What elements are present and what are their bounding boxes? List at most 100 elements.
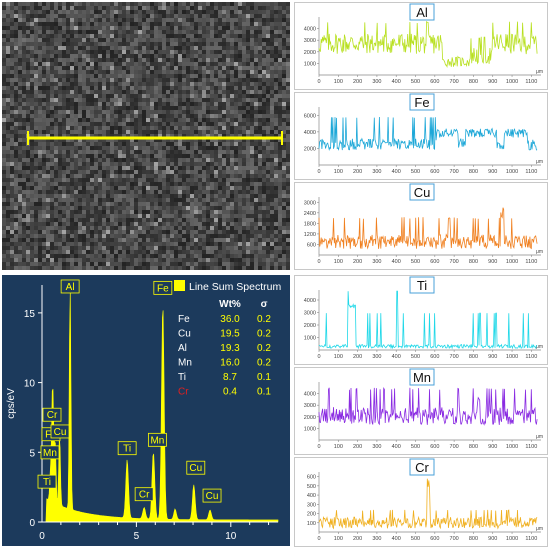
legend-swatch	[174, 280, 185, 291]
y-tick-label: 10	[24, 379, 36, 390]
profile-panel-ti: 1000 2000 3000 4000 0 100 200 300 400 500 600 700 80…	[294, 275, 548, 365]
profile-x-tick-label: 400	[392, 354, 401, 360]
profile-x-tick-label: 500	[411, 444, 420, 450]
sem-micrograph	[2, 2, 290, 270]
table-element: Ti	[178, 372, 186, 383]
table-sigma-value: 0.2	[257, 358, 271, 369]
profile-x-tick-label: 1000	[506, 79, 518, 85]
peak-label-box	[202, 488, 222, 503]
table-sigma-value: 0.1	[257, 387, 271, 398]
profile-x-tick-label: 100	[334, 259, 343, 265]
y-tick-label: 0	[29, 518, 35, 529]
profile-x-tick-label: 1100	[525, 536, 537, 542]
profile-x-tick-label: 1100	[525, 444, 537, 450]
profile-x-tick-label: 400	[392, 79, 401, 85]
y-tick-label: 5	[29, 448, 35, 459]
profile-x-tick-label: 1000	[506, 536, 518, 542]
profile-panel-cu: 600 1200 1800 2400 3000 0 100 200 300 400 500 600 70…	[294, 182, 548, 270]
profile-x-tick-label: 300	[372, 79, 381, 85]
peak-label: Cr	[139, 490, 150, 501]
profile-x-tick-label: 0	[317, 354, 320, 360]
peak-label-box	[60, 279, 80, 294]
profile-x-tick-label: 100	[334, 354, 343, 360]
profile-x-tick-label: 500	[411, 169, 420, 175]
profile-y-tick-label: 3000	[304, 311, 316, 317]
profile-x-unit: μm	[536, 159, 543, 165]
table-element: Al	[178, 343, 187, 354]
profile-x-tick-label: 600	[430, 444, 439, 450]
peak-label: Ti	[123, 444, 131, 455]
peak-label-box	[153, 280, 173, 295]
peak-label: Mn	[150, 435, 164, 446]
profile-y-tick-label: 300	[307, 502, 316, 508]
peak-label-box	[40, 445, 60, 460]
peak-label-box	[50, 424, 70, 439]
profile-y-tick-label: 2000	[304, 50, 316, 56]
peak-label-box	[134, 487, 154, 502]
profile-x-tick-label: 700	[450, 444, 459, 450]
profile-x-tick-label: 300	[372, 536, 381, 542]
spectrum-fill	[42, 288, 279, 523]
profile-y-tick-label: 4000	[304, 392, 316, 398]
profile-y-tick-label: 2000	[304, 146, 316, 152]
sem-image	[2, 2, 290, 270]
table-header-wt: Wt%	[219, 299, 241, 310]
table-header-sigma: σ	[261, 299, 268, 310]
table-wt-value: 0.4	[223, 387, 237, 398]
profile-x-tick-label: 200	[353, 259, 362, 265]
table-wt-value: 16.0	[220, 358, 240, 369]
table-sigma-value: 0.2	[257, 329, 271, 340]
profile-y-tick-label: 100	[307, 521, 316, 527]
profile-x-tick-label: 0	[317, 444, 320, 450]
profile-y-tick-label: 600	[307, 475, 316, 481]
profile-x-tick-label: 900	[488, 169, 497, 175]
profile-y-tick-label: 400	[307, 493, 316, 499]
profile-x-tick-label: 700	[450, 169, 459, 175]
profile-x-tick-label: 700	[450, 536, 459, 542]
profile-x-tick-label: 200	[353, 536, 362, 542]
line-profile-cr: 100 200 300 400 500 600 0 100 200 300 400 500 600 700…	[307, 458, 543, 542]
profile-x-tick-label: 0	[317, 169, 320, 175]
profile-x-tick-label: 500	[411, 259, 420, 265]
line-profile-mn: 1000 2000 3000 4000 0 100 200 300 400 500 600 700 80…	[304, 368, 543, 450]
table-element: Cu	[178, 329, 191, 340]
profile-x-tick-label: 200	[353, 169, 362, 175]
profile-y-tick-label: 1000	[304, 426, 316, 432]
profile-x-tick-label: 500	[411, 354, 420, 360]
profile-x-tick-label: 0	[317, 536, 320, 542]
eds-spectrum-chart: 0 5 10 15 0 5 10 cps/eV Ti Mn Fe Cr Cu Al Ti Cr Mn Fe Cu Cu…	[6, 279, 281, 542]
profile-x-tick-label: 900	[488, 354, 497, 360]
profile-x-tick-label: 200	[353, 79, 362, 85]
element-label: Fe	[414, 95, 429, 110]
element-label-box	[409, 3, 435, 21]
x-tick-label: 0	[39, 531, 45, 542]
peak-label-box	[42, 407, 62, 422]
profile-x-tick-label: 100	[334, 444, 343, 450]
profile-x-tick-label: 600	[430, 354, 439, 360]
peak-label-box	[117, 441, 137, 456]
element-label: Cr	[415, 460, 429, 475]
profile-line-ti	[318, 290, 538, 350]
element-label-box	[409, 276, 435, 294]
profile-x-tick-label: 700	[450, 79, 459, 85]
y-tick-label: 15	[24, 309, 36, 320]
element-label: Cu	[414, 185, 431, 200]
profile-y-tick-label: 4000	[304, 298, 316, 304]
profile-x-tick-label: 600	[430, 536, 439, 542]
profile-x-tick-label: 1000	[506, 259, 518, 265]
profile-x-unit: μm	[536, 344, 543, 350]
profile-x-tick-label: 1000	[506, 354, 518, 360]
table-wt-value: 19.3	[220, 343, 240, 354]
profile-x-tick-label: 900	[488, 444, 497, 450]
profile-y-tick-label: 1200	[304, 232, 316, 238]
profile-x-tick-label: 600	[430, 79, 439, 85]
peak-label-box	[37, 474, 57, 489]
profile-x-tick-label: 800	[469, 536, 478, 542]
profile-y-tick-label: 6000	[304, 113, 316, 119]
profile-y-tick-label: 4000	[304, 130, 316, 136]
profile-x-tick-label: 400	[392, 259, 401, 265]
profile-x-tick-label: 900	[488, 536, 497, 542]
profile-y-tick-label: 3000	[304, 38, 316, 44]
profile-x-tick-label: 400	[392, 169, 401, 175]
profile-line-al	[318, 20, 538, 69]
